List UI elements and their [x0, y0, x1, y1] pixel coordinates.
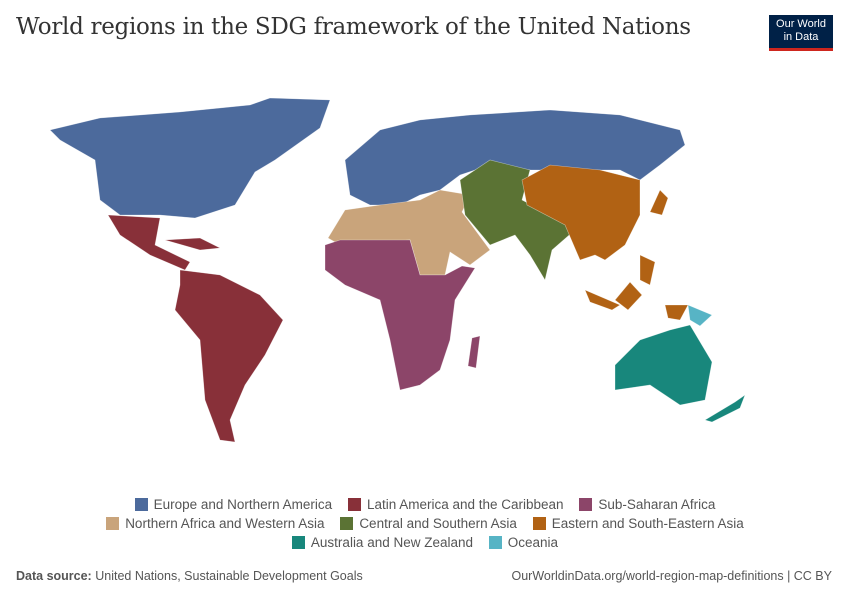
legend-item[interactable]: Oceania [488, 533, 558, 552]
region-eastern-southeast-asia[interactable] [664, 304, 689, 321]
region-latin-america[interactable] [107, 214, 191, 271]
legend-item[interactable]: Eastern and South-Eastern Asia [532, 514, 744, 533]
legend-item[interactable]: Latin America and the Caribbean [347, 495, 564, 514]
legend-swatch [347, 498, 361, 511]
region-eastern-southeast-asia[interactable] [614, 281, 643, 311]
legend-item[interactable]: Europe and Northern America [134, 495, 332, 514]
legend-swatch [134, 498, 148, 511]
region-australia-nz[interactable] [704, 394, 746, 423]
region-eastern-southeast-asia[interactable] [521, 164, 641, 261]
source-link[interactable]: OurWorldinData.org/world-region-map-defi… [511, 569, 832, 583]
legend-swatch [106, 517, 120, 530]
region-eastern-southeast-asia[interactable] [639, 254, 656, 286]
region-central-southern-asia[interactable] [459, 159, 576, 281]
region-europe-northern-america[interactable] [49, 97, 331, 219]
region-sub-saharan-africa[interactable] [467, 335, 481, 369]
legend-item[interactable]: Central and Southern Asia [340, 514, 517, 533]
legend-item[interactable]: Australia and New Zealand [291, 533, 473, 552]
legend-item[interactable]: Sub-Saharan Africa [579, 495, 715, 514]
region-oceania[interactable] [687, 304, 713, 327]
data-source: Data source: United Nations, Sustainable… [16, 569, 363, 583]
owid-logo[interactable]: Our World in Data [769, 15, 833, 51]
world-map [49, 97, 746, 443]
region-sub-saharan-africa[interactable] [324, 239, 476, 391]
region-eastern-southeast-asia[interactable] [649, 189, 669, 216]
legend-swatch [291, 536, 305, 549]
legend: Europe and Northern America Latin Americ… [0, 495, 850, 552]
legend-swatch [488, 536, 502, 549]
legend-swatch [532, 517, 546, 530]
legend-swatch [340, 517, 354, 530]
region-latin-america[interactable] [174, 269, 284, 443]
region-latin-america[interactable] [164, 237, 222, 251]
region-eastern-southeast-asia[interactable] [584, 289, 621, 311]
chart-title: World regions in the SDG framework of th… [16, 14, 691, 40]
legend-item[interactable]: Northern Africa and Western Asia [106, 514, 325, 533]
legend-swatch [579, 498, 593, 511]
region-australia-nz[interactable] [614, 324, 713, 406]
